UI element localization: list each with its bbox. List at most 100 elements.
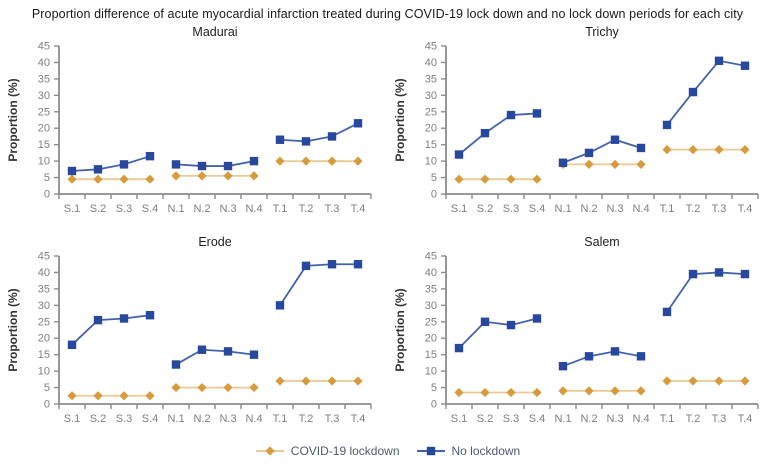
square-data-point-marker [480,128,490,138]
x-tick-label: S.2 [90,203,107,215]
diamond-data-point-marker [636,386,646,396]
square-data-point-marker [480,317,490,326]
y-tick-label: 0 [44,399,50,411]
lockdown-diamond-swatch-icon [255,446,284,456]
y-tick-label: 45 [38,41,50,53]
y-tick-label: 15 [38,349,50,361]
x-tick-label: S.4 [529,203,546,215]
y-tick-label: 35 [425,283,437,295]
square-data-point-marker [171,360,181,369]
y-tick-label: 45 [38,251,50,263]
y-tick-label: 25 [425,316,437,328]
x-tick-label: N.3 [606,413,623,425]
diamond-data-point-marker [584,159,594,169]
x-tick-label: T.3 [712,413,727,425]
diamond-data-point-marker [353,376,363,386]
y-axis-label: Proportion (%) [393,78,407,161]
square-data-point-marker [740,269,750,279]
square-data-point-marker [584,148,594,158]
x-tick-label: N.2 [193,413,210,425]
series-line-square [666,271,746,313]
square-data-point-marker [558,361,568,371]
diamond-data-point-marker [480,387,490,398]
x-tick-label: S.3 [116,203,133,215]
legend-label-no-lockdown: No lockdown [451,444,521,458]
x-tick-label: S.1 [64,413,81,425]
square-data-point-marker [636,352,646,361]
salem-chart-canvas: Salem Proportion (%) 0 5 10 15 20 25 30 35 40 45 S… [393,235,759,425]
subplot-trichy: Trichy Proportion (%) 0 5 10 15 20 25 30 35 40 45… [392,22,770,232]
series-line-square [458,112,538,156]
x-tick-label: T.2 [299,203,314,215]
y-tick-label: 5 [431,382,437,394]
square-data-point-marker [301,261,311,271]
square-data-point-marker [662,120,672,130]
square-data-point-marker [145,311,155,320]
x-tick-label: N.4 [245,413,262,425]
x-tick-label: T.3 [325,413,340,425]
diamond-data-point-marker [249,171,259,181]
x-tick-label: S.3 [503,413,520,425]
diamond-data-point-marker [454,174,464,184]
series-line-square [71,155,151,172]
subplot-salem: Salem Proportion (%) 0 5 10 15 20 25 30 35 40 45 S… [392,232,770,442]
x-tick-label: N.4 [632,203,649,215]
diamond-data-point-marker [636,159,646,169]
square-data-point-marker [506,320,516,330]
x-tick-label: S.2 [90,413,107,425]
diamond-data-point-marker [145,174,155,184]
y-tick-label: 15 [38,139,50,151]
x-tick-label: N.1 [167,413,184,425]
diamond-data-point-marker [610,159,620,169]
x-tick-label: T.3 [325,203,340,215]
subplot-title: Madurai [192,25,237,39]
diamond-data-point-marker [610,386,620,396]
y-tick-label: 40 [425,267,437,279]
x-tick-label: T.4 [351,413,366,425]
chart-figure: Proportion difference of acute myocardia… [0,7,775,458]
square-data-point-marker [197,161,207,171]
square-data-point-marker [119,314,129,323]
y-axis-label: Proportion (%) [393,288,407,371]
square-data-point-marker [67,340,77,349]
legend-item-lockdown: COVID-19 lockdown [255,444,400,458]
y-tick-label: 10 [38,156,50,168]
y-tick-label: 30 [425,300,437,312]
square-data-point-marker [327,260,337,269]
y-tick-label: 0 [431,189,437,201]
subplot-title: Salem [584,235,619,249]
diamond-data-point-marker [662,145,672,155]
subplot-title: Erode [198,235,231,249]
diamond-data-point-marker [67,174,77,184]
diamond-data-point-marker [145,391,155,401]
diamond-data-point-marker [327,376,337,386]
square-data-point-marker [171,160,181,169]
diamond-data-point-marker [119,174,129,184]
diamond-data-point-marker [197,382,207,393]
diamond-data-point-marker [249,382,259,393]
diamond-data-point-marker [532,387,542,398]
y-tick-label: 20 [38,123,50,135]
square-data-point-marker [119,160,129,169]
y-tick-label: 20 [38,333,50,345]
series-line-square [562,138,642,164]
diamond-data-point-marker [714,145,724,155]
x-tick-label: S.2 [477,203,494,215]
madurai-chart-canvas: Madurai Proportion (%) 0 5 10 15 20 25 30 35 40 4… [6,25,372,215]
legend: COVID-19 lockdown No lockdown [0,444,775,458]
square-data-point-marker [223,347,233,356]
y-axis-label: Proportion (%) [6,78,20,161]
y-tick-label: 5 [44,382,50,394]
trichy-chart-canvas: Trichy Proportion (%) 0 5 10 15 20 25 30 35 40 45… [393,25,759,215]
diamond-data-point-marker [275,156,285,166]
diamond-data-point-marker [740,376,750,386]
series-line-square [71,314,151,346]
square-data-point-marker [93,165,103,174]
y-tick-label: 10 [38,366,50,378]
x-tick-label: N.1 [167,203,184,215]
x-tick-label: N.2 [193,203,210,215]
square-data-point-marker [506,110,516,120]
x-tick-label: N.1 [554,203,571,215]
y-tick-label: 35 [425,73,437,85]
series-line-square [175,348,255,366]
